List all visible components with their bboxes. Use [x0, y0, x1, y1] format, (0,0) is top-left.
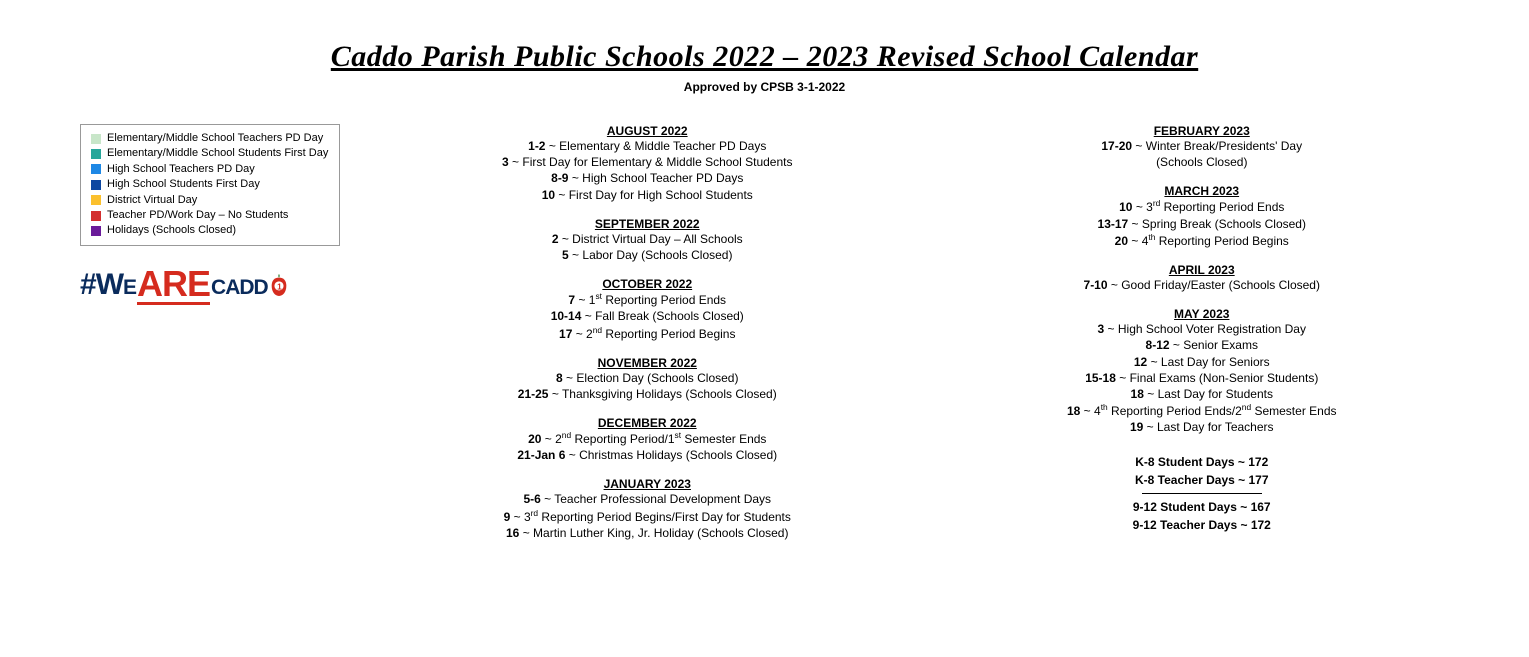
logo-cadd: cadd: [211, 270, 268, 300]
event-line: 21-Jan 6 ~ Christmas Holidays (Schools C…: [400, 447, 895, 463]
month-block: APRIL 20237-10 ~ Good Friday/Easter (Sch…: [955, 263, 1450, 293]
event-line: 1-2 ~ Elementary & Middle Teacher PD Day…: [400, 138, 895, 154]
legend-label: High School Students First Day: [107, 177, 260, 192]
event-line: 17-20 ~ Winter Break/Presidents' Day: [955, 138, 1450, 154]
logo-we: We: [96, 270, 136, 300]
month-title: MAY 2023: [955, 307, 1450, 321]
right-column: FEBRUARY 202317-20 ~ Winter Break/Presid…: [955, 124, 1450, 555]
month-title: OCTOBER 2022: [400, 277, 895, 291]
event-line: 7 ~ 1st Reporting Period Ends: [400, 291, 895, 308]
month-title: AUGUST 2022: [400, 124, 895, 138]
page-title: Caddo Parish Public Schools 2022 – 2023 …: [60, 40, 1469, 74]
event-line: 5-6 ~ Teacher Professional Development D…: [400, 491, 895, 507]
event-line: 17 ~ 2nd Reporting Period Begins: [400, 325, 895, 342]
event-line: 8-12 ~ Senior Exams: [955, 337, 1450, 353]
event-line: 20 ~ 2nd Reporting Period/1st Semester E…: [400, 430, 895, 447]
event-line: 12 ~ Last Day for Seniors: [955, 354, 1450, 370]
event-line: 10 ~ 3rd Reporting Period Ends: [955, 198, 1450, 215]
wearecaddo-logo: #WeArecadd1: [80, 266, 340, 305]
month-title: JANUARY 2023: [400, 477, 895, 491]
legend-box: Elementary/Middle School Teachers PD Day…: [80, 124, 340, 246]
logo-are: Are: [137, 266, 210, 305]
month-block: OCTOBER 20227 ~ 1st Reporting Period End…: [400, 277, 895, 342]
legend-label: High School Teachers PD Day: [107, 162, 255, 177]
event-line: 2 ~ District Virtual Day – All Schools: [400, 231, 895, 247]
month-title: DECEMBER 2022: [400, 416, 895, 430]
event-line: 18 ~ Last Day for Students: [955, 386, 1450, 402]
legend-item: Elementary/Middle School Students First …: [91, 146, 329, 161]
left-column: Elementary/Middle School Teachers PD Day…: [80, 124, 340, 555]
legend-swatch: [91, 134, 101, 144]
legend-item: District Virtual Day: [91, 193, 329, 208]
legend-label: Teacher PD/Work Day – No Students: [107, 208, 288, 223]
event-line: 10 ~ First Day for High School Students: [400, 187, 895, 203]
legend-label: Elementary/Middle School Students First …: [107, 146, 328, 161]
legend-swatch: [91, 149, 101, 159]
event-line: 16 ~ Martin Luther King, Jr. Holiday (Sc…: [400, 525, 895, 541]
summary-line: K-8 Student Days ~ 172: [955, 453, 1450, 471]
legend-item: Teacher PD/Work Day – No Students: [91, 208, 329, 223]
legend-item: High School Students First Day: [91, 177, 329, 192]
event-line: 8 ~ Election Day (Schools Closed): [400, 370, 895, 386]
month-block: SEPTEMBER 20222 ~ District Virtual Day –…: [400, 217, 895, 263]
apple-icon: 1: [268, 272, 290, 298]
legend-item: Elementary/Middle School Teachers PD Day: [91, 131, 329, 146]
summary-line: 9-12 Student Days ~ 167: [955, 498, 1450, 516]
event-line: 5 ~ Labor Day (Schools Closed): [400, 247, 895, 263]
legend-swatch: [91, 180, 101, 190]
legend-label: District Virtual Day: [107, 193, 197, 208]
legend-swatch: [91, 164, 101, 174]
event-line: 13-17 ~ Spring Break (Schools Closed): [955, 216, 1450, 232]
month-block: AUGUST 20221-2 ~ Elementary & Middle Tea…: [400, 124, 895, 203]
event-line: 19 ~ Last Day for Teachers: [955, 419, 1450, 435]
month-block: FEBRUARY 202317-20 ~ Winter Break/Presid…: [955, 124, 1450, 170]
event-line: 15-18 ~ Final Exams (Non-Senior Students…: [955, 370, 1450, 386]
month-block: MARCH 202310 ~ 3rd Reporting Period Ends…: [955, 184, 1450, 249]
event-line: 3 ~ First Day for Elementary & Middle Sc…: [400, 154, 895, 170]
logo-hash: #: [80, 270, 96, 300]
month-block: MAY 20233 ~ High School Voter Registrati…: [955, 307, 1450, 435]
summary-block: K-8 Student Days ~ 172 K-8 Teacher Days …: [955, 453, 1450, 534]
event-line: 9 ~ 3rd Reporting Period Begins/First Da…: [400, 508, 895, 525]
content: Elementary/Middle School Teachers PD Day…: [60, 124, 1469, 555]
summary-line: 9-12 Teacher Days ~ 172: [955, 516, 1450, 534]
event-line: 3 ~ High School Voter Registration Day: [955, 321, 1450, 337]
month-title: SEPTEMBER 2022: [400, 217, 895, 231]
event-line: 10-14 ~ Fall Break (Schools Closed): [400, 308, 895, 324]
legend-item: High School Teachers PD Day: [91, 162, 329, 177]
subtitle: Approved by CPSB 3-1-2022: [60, 80, 1469, 94]
month-title: MARCH 2023: [955, 184, 1450, 198]
legend-label: Holidays (Schools Closed): [107, 223, 236, 238]
legend-swatch: [91, 211, 101, 221]
middle-column: AUGUST 20221-2 ~ Elementary & Middle Tea…: [400, 124, 895, 555]
month-block: NOVEMBER 20228 ~ Election Day (Schools C…: [400, 356, 895, 402]
event-line: 18 ~ 4th Reporting Period Ends/2nd Semes…: [955, 402, 1450, 419]
event-line: 21-25 ~ Thanksgiving Holidays (Schools C…: [400, 386, 895, 402]
event-line: (Schools Closed): [955, 154, 1450, 170]
event-line: 7-10 ~ Good Friday/Easter (Schools Close…: [955, 277, 1450, 293]
month-block: DECEMBER 202220 ~ 2nd Reporting Period/1…: [400, 416, 895, 463]
header: Caddo Parish Public Schools 2022 – 2023 …: [60, 40, 1469, 94]
legend-label: Elementary/Middle School Teachers PD Day: [107, 131, 323, 146]
legend-swatch: [91, 195, 101, 205]
month-block: JANUARY 20235-6 ~ Teacher Professional D…: [400, 477, 895, 541]
event-line: 8-9 ~ High School Teacher PD Days: [400, 170, 895, 186]
legend-swatch: [91, 226, 101, 236]
legend-item: Holidays (Schools Closed): [91, 223, 329, 238]
summary-line: K-8 Teacher Days ~ 177: [955, 471, 1450, 489]
month-title: FEBRUARY 2023: [955, 124, 1450, 138]
month-title: APRIL 2023: [955, 263, 1450, 277]
month-title: NOVEMBER 2022: [400, 356, 895, 370]
summary-divider: [1142, 493, 1262, 494]
event-line: 20 ~ 4th Reporting Period Begins: [955, 232, 1450, 249]
